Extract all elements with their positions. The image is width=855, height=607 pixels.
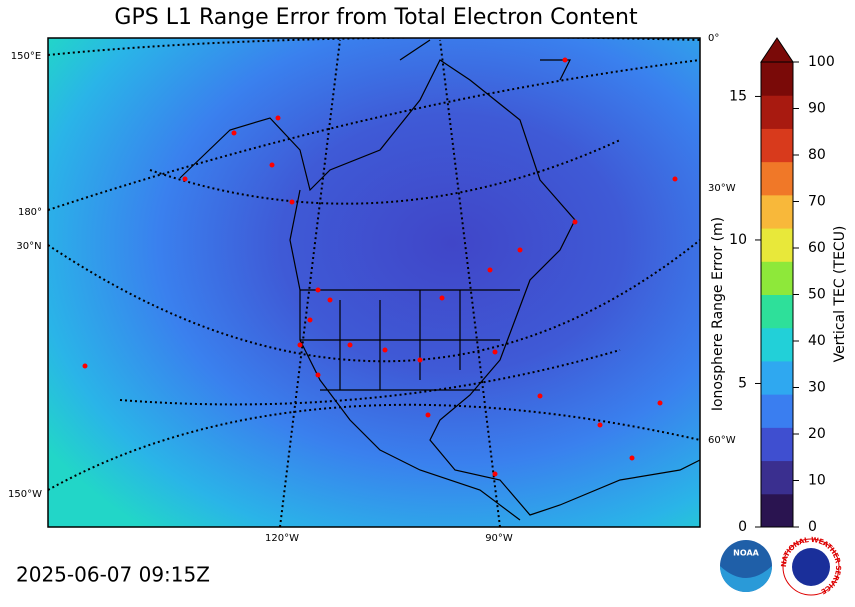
colorbar-extend bbox=[760, 37, 794, 63]
range-error-tick-label: 0 bbox=[738, 519, 747, 535]
nws-logo: NATIONAL WEATHER SERVICE bbox=[780, 536, 842, 596]
borders bbox=[300, 289, 520, 391]
tec-field bbox=[48, 38, 700, 527]
graticule-label: 30°W bbox=[708, 183, 736, 194]
map-frame bbox=[47, 37, 701, 528]
colorbar-segment bbox=[761, 460, 793, 495]
colorbar-tick-label: 70 bbox=[808, 194, 826, 210]
range-error-label: Ionosphere Range Error (m) bbox=[710, 217, 726, 411]
map bbox=[48, 38, 700, 527]
colorbar-tick-label: 0 bbox=[808, 519, 817, 535]
graticule-label: 150°E bbox=[11, 51, 41, 62]
timestamp: 2025-06-07 09:15Z bbox=[16, 563, 210, 587]
colorbar-segment bbox=[761, 327, 793, 362]
colorbar-label: Vertical TEC (TECU) bbox=[832, 226, 848, 363]
colorbar-tick-label: 100 bbox=[808, 54, 835, 70]
graticule-label: 60°W bbox=[708, 435, 736, 446]
colorbar-segment bbox=[761, 427, 793, 462]
colorbar-segment bbox=[761, 394, 793, 428]
colorbar-segment bbox=[761, 360, 793, 395]
colorbar-tick-label: 90 bbox=[808, 101, 826, 117]
range-error-tick-label: 10 bbox=[729, 232, 747, 248]
colorbar-segment bbox=[761, 62, 793, 96]
graticule-label: 120°W bbox=[265, 533, 299, 544]
colorbar-tick-label: 30 bbox=[808, 380, 826, 396]
stations bbox=[82, 57, 678, 477]
graticule-label: 150°W bbox=[8, 489, 42, 500]
graticule-label: 90°W bbox=[485, 533, 513, 544]
colorbar-segment bbox=[761, 194, 793, 229]
noaa-text: NOAA bbox=[733, 549, 759, 558]
graticule bbox=[48, 38, 700, 527]
colorbar-segment bbox=[761, 261, 793, 295]
colorbar-segment bbox=[761, 228, 793, 262]
colorbar-tick-label: 40 bbox=[808, 333, 826, 349]
colorbar-segment bbox=[761, 161, 793, 196]
colorbar-tick-label: 80 bbox=[808, 147, 826, 163]
noaa-logo: NOAA bbox=[720, 540, 772, 592]
colorbar-tick-label: 60 bbox=[808, 240, 826, 256]
colorbar-tick-label: 10 bbox=[808, 473, 826, 489]
range-error-tick-label: 15 bbox=[729, 88, 747, 104]
colorbar-segment bbox=[761, 493, 793, 528]
colorbar-segment bbox=[761, 294, 793, 329]
colorbar-segment bbox=[761, 95, 793, 129]
title: GPS L1 Range Error from Total Electron C… bbox=[114, 5, 638, 30]
graticule-label: 0° bbox=[708, 33, 719, 44]
colorbar-segment bbox=[761, 128, 793, 163]
colorbar-tick-label: 50 bbox=[808, 287, 826, 303]
range-error-tick-label: 5 bbox=[738, 375, 747, 391]
graticule-label: 180° bbox=[18, 207, 42, 218]
graticule-label: 30°N bbox=[16, 241, 41, 252]
colorbar-tick-label: 20 bbox=[808, 426, 826, 442]
